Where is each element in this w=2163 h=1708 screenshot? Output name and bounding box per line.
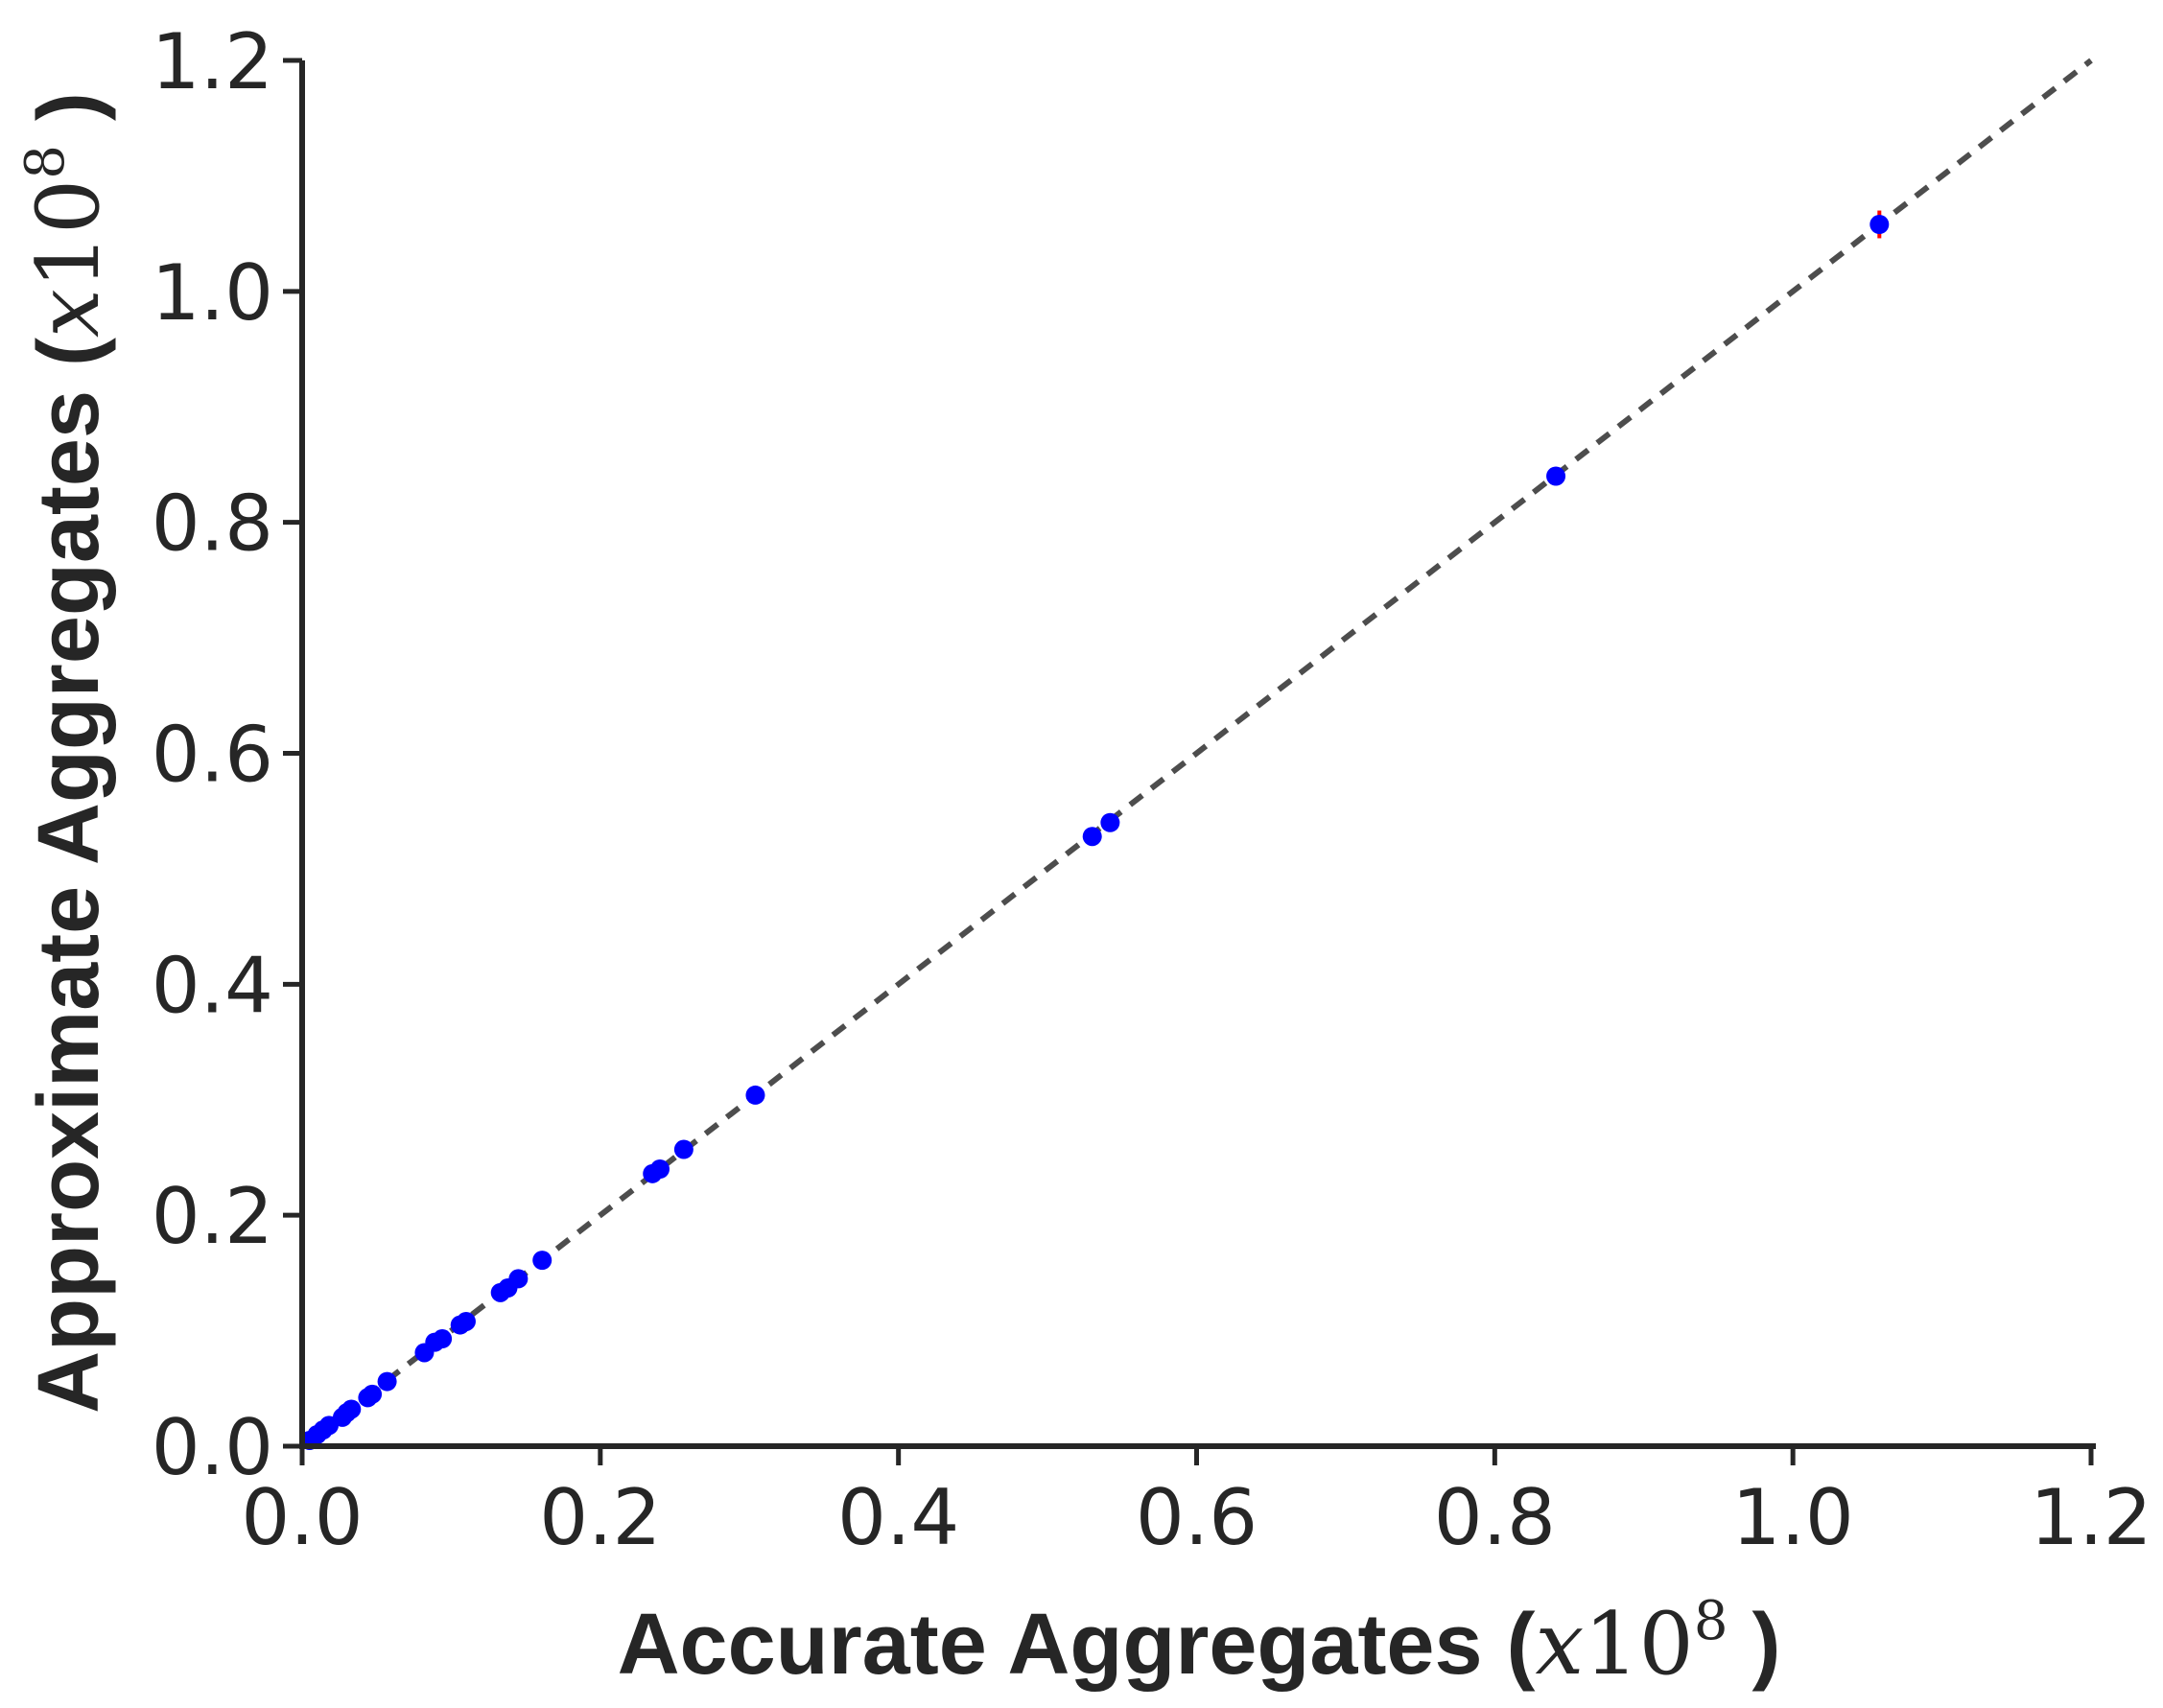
data-point bbox=[433, 1329, 453, 1349]
reference-diagonal-line bbox=[300, 58, 2093, 1449]
data-point bbox=[532, 1251, 553, 1271]
x-tick-label: 0.4 bbox=[837, 1473, 959, 1562]
data-point bbox=[377, 1371, 397, 1392]
x-tick-label: 0.0 bbox=[241, 1473, 363, 1562]
x-tick-label: 1.0 bbox=[1732, 1473, 1854, 1562]
x-tick-label: 0.2 bbox=[539, 1473, 661, 1562]
data-point bbox=[673, 1139, 694, 1159]
data-point bbox=[508, 1269, 529, 1289]
data-point bbox=[1869, 214, 1890, 234]
ticks-layer: 0.0 0.2 0.4 0.6 0.8 1.0 1.2 0.0 0.2 0.4 0.6 0.8 1.0 1… bbox=[152, 17, 2152, 1562]
y-tick-label: 0.6 bbox=[152, 711, 273, 800]
x-axis-title: Accurate Aggregates (x108 ) bbox=[618, 1590, 1781, 1695]
data-point bbox=[1100, 812, 1120, 832]
data-point bbox=[341, 1399, 362, 1419]
reference-line-layer bbox=[300, 58, 2093, 1449]
data-points-layer bbox=[299, 210, 1890, 1450]
data-point bbox=[1082, 827, 1102, 847]
x-tick-label: 0.6 bbox=[1136, 1473, 1258, 1562]
y-tick-label: 1.0 bbox=[152, 248, 273, 338]
x-tick-label: 0.8 bbox=[1434, 1473, 1556, 1562]
y-axis-title: Approximate Aggregates (x108 ) bbox=[14, 92, 119, 1414]
data-point bbox=[745, 1085, 765, 1105]
y-tick-label: 0.0 bbox=[152, 1403, 273, 1492]
data-point bbox=[363, 1384, 383, 1404]
y-tick-label: 0.8 bbox=[152, 480, 273, 569]
data-point bbox=[650, 1159, 670, 1179]
y-tick-label: 1.2 bbox=[152, 17, 273, 106]
y-tick-label: 0.2 bbox=[152, 1172, 273, 1261]
data-point bbox=[1546, 466, 1566, 486]
x-tick-label: 1.2 bbox=[2030, 1473, 2151, 1562]
y-tick-label: 0.4 bbox=[152, 941, 273, 1030]
data-point bbox=[456, 1311, 476, 1331]
